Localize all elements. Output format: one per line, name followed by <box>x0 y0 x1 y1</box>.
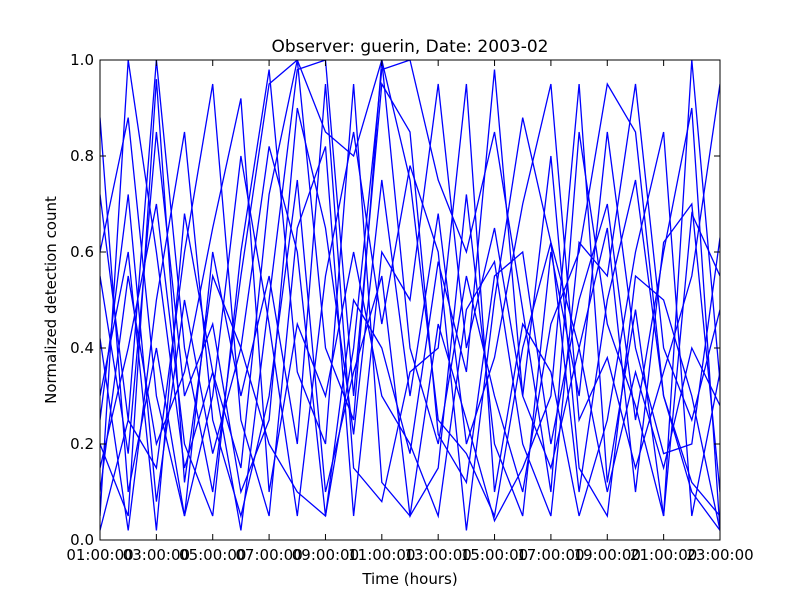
y-axis-label: Normalized detection count <box>42 196 60 404</box>
series-line-12 <box>100 83 720 495</box>
x-tick-label: 01:00:00 <box>66 546 133 564</box>
x-tick-label: 19:00:00 <box>574 546 641 564</box>
series-line-11 <box>100 69 720 517</box>
y-tick-label: 0.0 <box>70 531 94 549</box>
x-tick-label: 09:00:00 <box>292 546 359 564</box>
y-tick-label: 0.4 <box>70 339 94 357</box>
series-line-8 <box>100 131 720 531</box>
series-group <box>100 60 720 531</box>
x-tick-label: 03:00:00 <box>123 546 190 564</box>
series-line-1 <box>100 60 720 531</box>
series-line-5 <box>100 83 720 531</box>
plot-area-frame <box>99 59 721 541</box>
x-tick-label: 07:00:00 <box>235 546 302 564</box>
x-tick-label: 05:00:00 <box>179 546 246 564</box>
x-tick-label: 17:00:00 <box>517 546 584 564</box>
y-tick-label: 1.0 <box>70 51 94 69</box>
y-axis: 0.0 0.2 0.4 0.6 0.8 1.0 <box>70 51 720 549</box>
x-tick-label: 11:00:00 <box>348 546 415 564</box>
y-tick-label: 0.6 <box>70 243 94 261</box>
series-line-9 <box>100 83 720 519</box>
x-tick-label: 13:00:00 <box>404 546 471 564</box>
series-line-10 <box>100 83 720 517</box>
y-tick-label: 0.8 <box>70 147 94 165</box>
chart-title: Observer: guerin, Date: 2003-02 <box>272 37 549 57</box>
x-tick-label: 23:00:00 <box>686 546 753 564</box>
x-tick-label: 21:00:00 <box>630 546 697 564</box>
y-tick-label: 0.2 <box>70 435 94 453</box>
series-line-6 <box>100 117 720 531</box>
x-axis: 01:00:0003:00:0005:00:0007:00:0009:00:00… <box>66 60 754 564</box>
x-tick-label: 15:00:00 <box>461 546 528 564</box>
x-axis-label: Time (hours) <box>361 570 457 588</box>
